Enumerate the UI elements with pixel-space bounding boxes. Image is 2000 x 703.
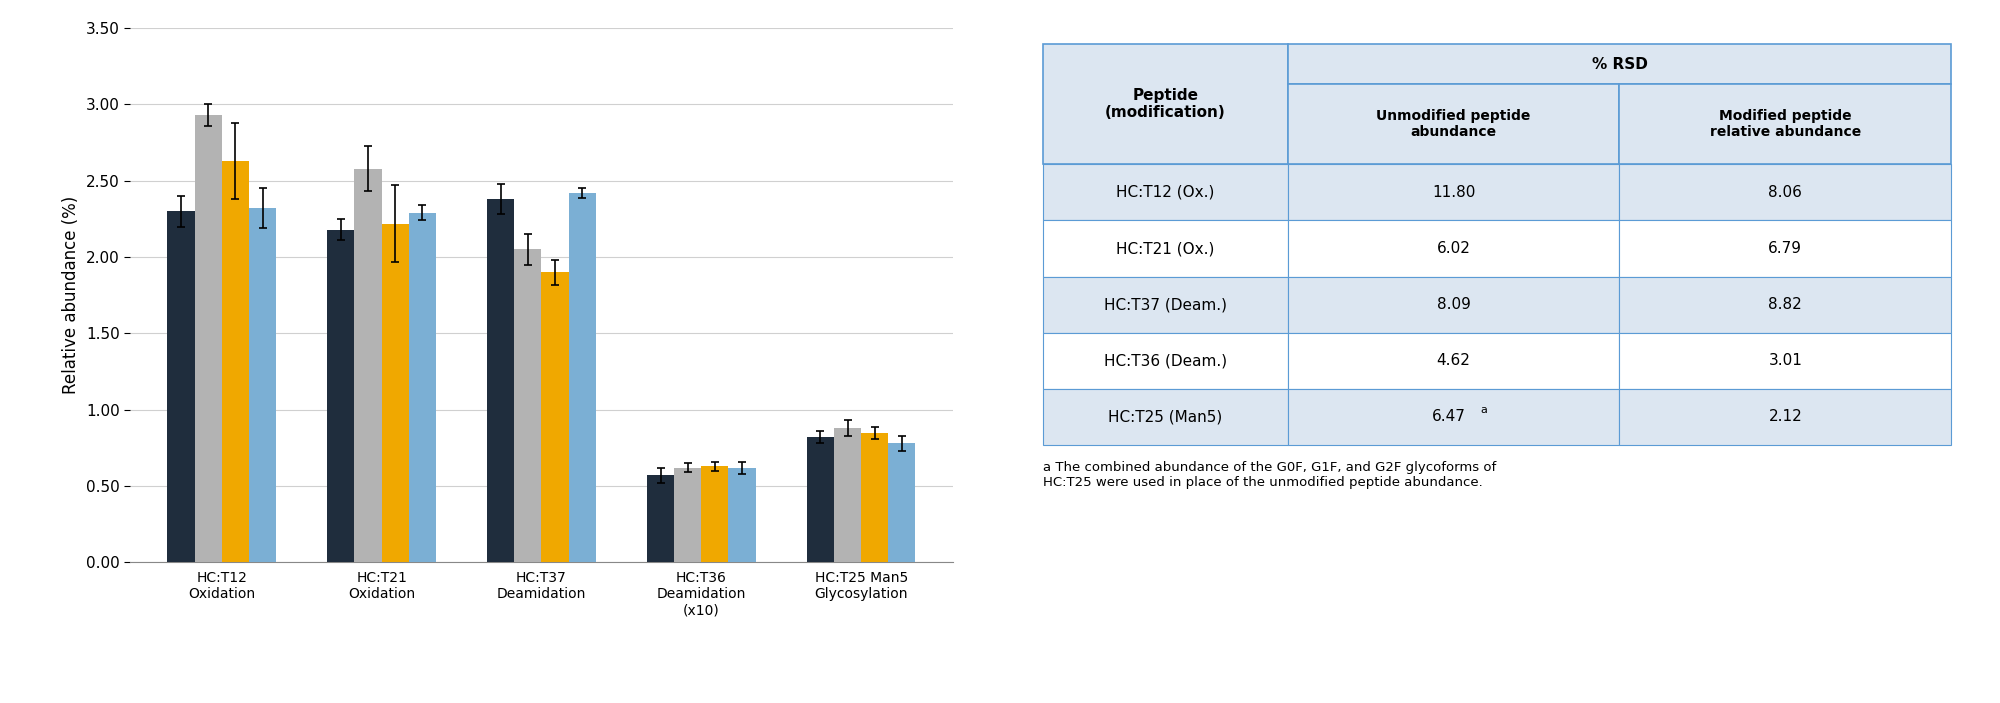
FancyBboxPatch shape bbox=[1288, 44, 1952, 84]
FancyBboxPatch shape bbox=[1288, 84, 1620, 165]
Bar bbox=[568, 193, 596, 562]
FancyBboxPatch shape bbox=[1288, 165, 1620, 221]
Bar bbox=[542, 272, 568, 562]
Text: 2.12: 2.12 bbox=[1768, 409, 1802, 425]
Text: 11.80: 11.80 bbox=[1432, 185, 1476, 200]
Text: a: a bbox=[1480, 406, 1488, 415]
FancyBboxPatch shape bbox=[1042, 165, 1288, 221]
Bar bbox=[674, 467, 702, 562]
Text: Modified peptide
relative abundance: Modified peptide relative abundance bbox=[1710, 109, 1860, 139]
Bar bbox=[646, 475, 674, 562]
FancyBboxPatch shape bbox=[1042, 276, 1288, 333]
Text: HC:T37 (Deam.): HC:T37 (Deam.) bbox=[1104, 297, 1226, 312]
Text: HC:T21 (Ox.): HC:T21 (Ox.) bbox=[1116, 241, 1214, 256]
Bar bbox=[834, 428, 862, 562]
Text: 8.09: 8.09 bbox=[1436, 297, 1470, 312]
FancyBboxPatch shape bbox=[1620, 84, 1952, 165]
Text: 6.02: 6.02 bbox=[1436, 241, 1470, 256]
Text: Unmodified peptide
abundance: Unmodified peptide abundance bbox=[1376, 109, 1530, 139]
Bar bbox=[328, 230, 354, 562]
Text: a The combined abundance of the G0F, G1F, and G2F glycoforms of
HC:T25 were used: a The combined abundance of the G0F, G1F… bbox=[1042, 461, 1496, 489]
Text: 8.82: 8.82 bbox=[1768, 297, 1802, 312]
Text: Peptide
(modification): Peptide (modification) bbox=[1104, 88, 1226, 120]
FancyBboxPatch shape bbox=[1620, 165, 1952, 221]
FancyBboxPatch shape bbox=[1042, 389, 1288, 445]
Bar bbox=[168, 212, 194, 562]
Text: 3.01: 3.01 bbox=[1768, 353, 1802, 368]
Y-axis label: Relative abundance (%): Relative abundance (%) bbox=[62, 196, 80, 394]
Bar bbox=[222, 161, 248, 562]
FancyBboxPatch shape bbox=[1042, 44, 1288, 165]
Bar bbox=[382, 224, 408, 562]
FancyBboxPatch shape bbox=[1620, 389, 1952, 445]
Bar bbox=[806, 437, 834, 562]
Text: 8.06: 8.06 bbox=[1768, 185, 1802, 200]
Bar bbox=[248, 208, 276, 562]
Text: HC:T25 (Man5): HC:T25 (Man5) bbox=[1108, 409, 1222, 425]
FancyBboxPatch shape bbox=[1288, 333, 1620, 389]
FancyBboxPatch shape bbox=[1288, 389, 1620, 445]
FancyBboxPatch shape bbox=[1620, 276, 1952, 333]
Bar bbox=[194, 115, 222, 562]
Text: 6.79: 6.79 bbox=[1768, 241, 1802, 256]
FancyBboxPatch shape bbox=[1288, 221, 1620, 276]
Bar bbox=[354, 169, 382, 562]
Text: 6.47: 6.47 bbox=[1432, 409, 1466, 425]
Bar bbox=[408, 213, 436, 562]
FancyBboxPatch shape bbox=[1042, 221, 1288, 276]
Text: HC:T12 (Ox.): HC:T12 (Ox.) bbox=[1116, 185, 1214, 200]
Bar bbox=[728, 467, 756, 562]
Text: % RSD: % RSD bbox=[1592, 57, 1648, 72]
Bar bbox=[514, 250, 542, 562]
FancyBboxPatch shape bbox=[1620, 221, 1952, 276]
FancyBboxPatch shape bbox=[1620, 333, 1952, 389]
Bar bbox=[862, 432, 888, 562]
Bar bbox=[888, 444, 916, 562]
FancyBboxPatch shape bbox=[1042, 333, 1288, 389]
Text: 4.62: 4.62 bbox=[1436, 353, 1470, 368]
Bar bbox=[702, 466, 728, 562]
FancyBboxPatch shape bbox=[1288, 276, 1620, 333]
Text: HC:T36 (Deam.): HC:T36 (Deam.) bbox=[1104, 353, 1226, 368]
Bar bbox=[488, 199, 514, 562]
